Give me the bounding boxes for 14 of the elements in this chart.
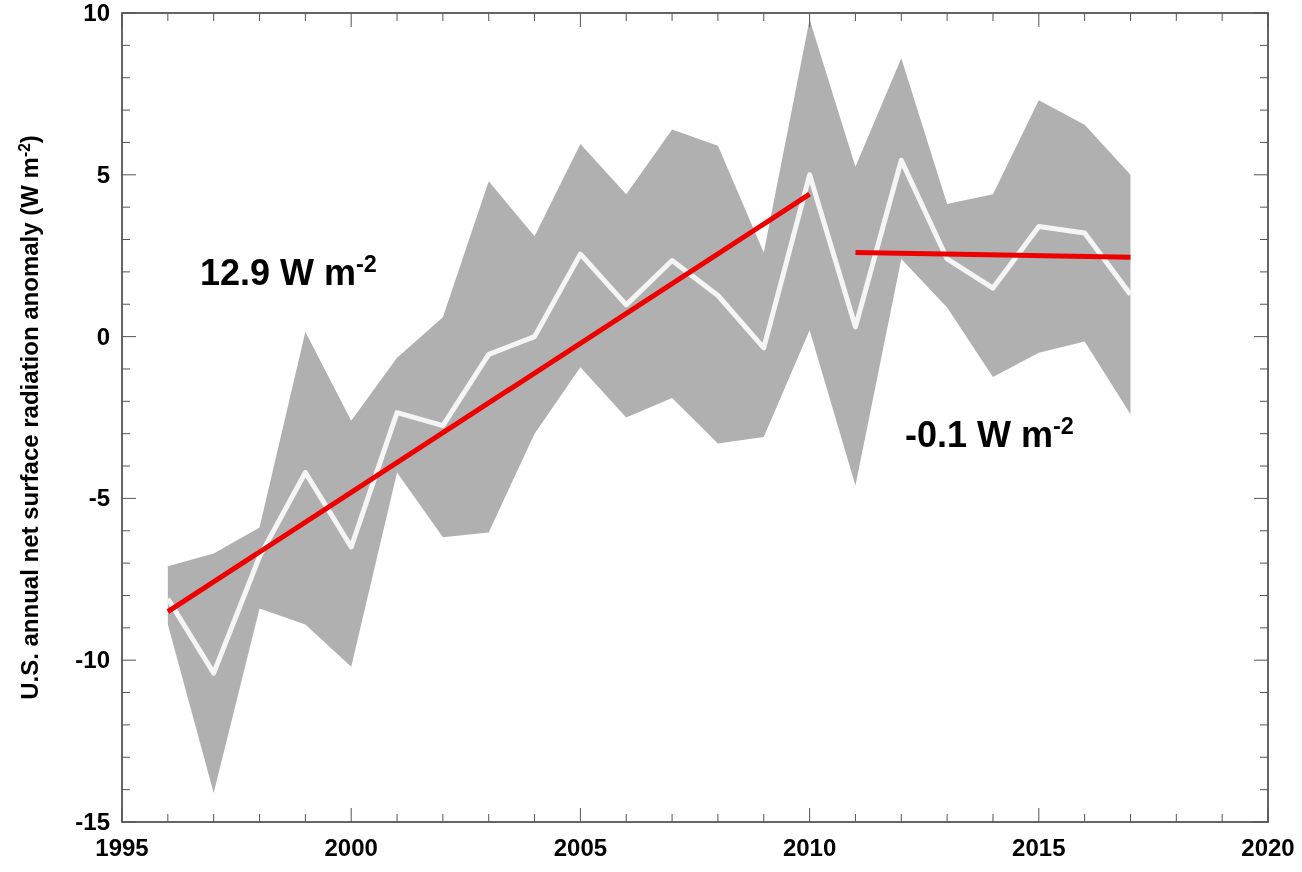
annotation: 12.9 W m$^{-2}$ (200, 251, 377, 293)
x-tick-label: 2020 (1241, 834, 1295, 861)
y-tick-label: -10 (75, 646, 110, 674)
x-tick-label: 2000 (324, 834, 378, 861)
y-tick-label: 5 (96, 160, 110, 188)
x-tick-label: 1995 (95, 834, 149, 861)
annotation: -0.1 W m$^{-2}$ (905, 413, 1074, 455)
y-tick-label: 0 (96, 322, 110, 350)
x-tick-label: 2015 (1012, 834, 1066, 861)
y-tick-label: 10 (83, 0, 110, 26)
x-tick-label: 2010 (782, 834, 837, 861)
y-tick-label: -15 (75, 808, 110, 835)
x-tick-label: 2005 (553, 834, 608, 861)
y-tick-label: -5 (88, 484, 110, 512)
